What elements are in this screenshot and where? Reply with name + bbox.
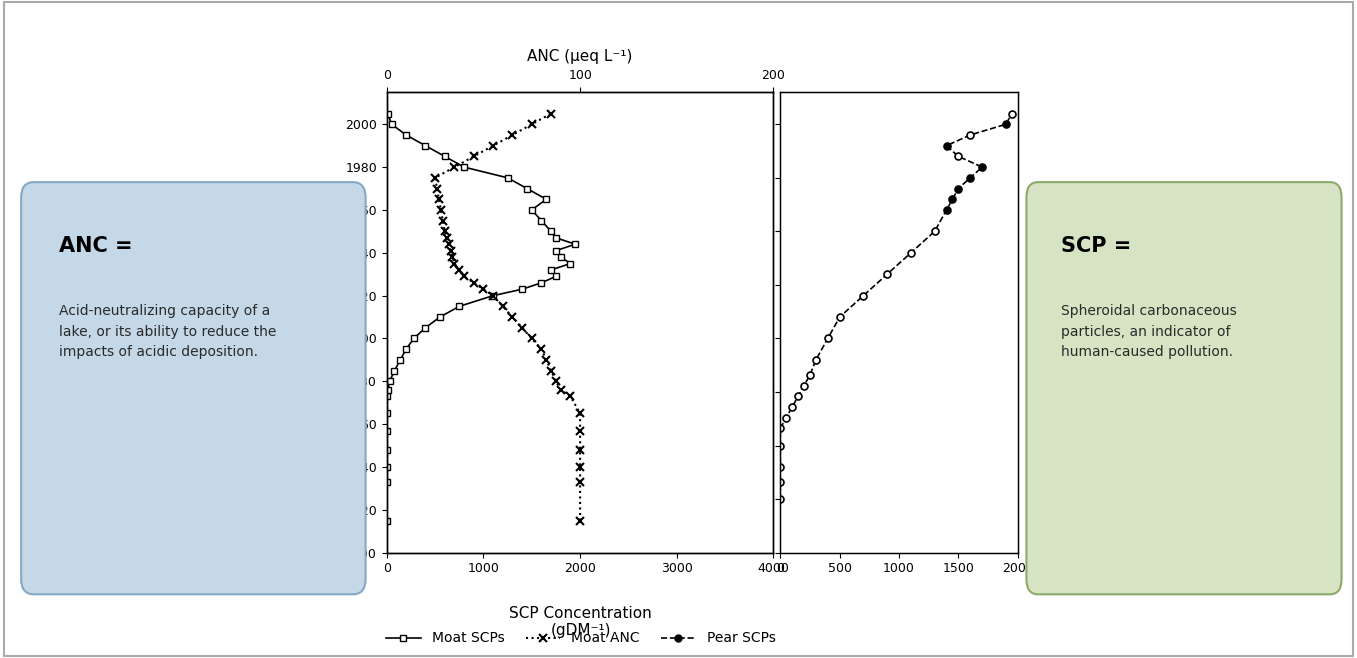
Moat SCPs: [539, 195, 555, 203]
Moat SCPs: [380, 386, 396, 394]
Moat ANC: [451, 266, 467, 274]
Moat SCPs: [387, 367, 403, 374]
Moat SCPs: [562, 259, 578, 267]
Moat SCPs: [418, 141, 434, 149]
Moat SCPs: [533, 216, 550, 224]
Text: SCP =: SCP =: [1061, 236, 1132, 255]
Moat ANC: [441, 240, 457, 248]
Moat SCPs: [437, 153, 453, 161]
Moat SCPs: [533, 279, 550, 287]
Moat SCPs: [384, 120, 400, 128]
Moat SCPs: [514, 286, 531, 293]
FancyBboxPatch shape: [22, 182, 365, 594]
Line: Moat SCPs: Moat SCPs: [384, 111, 578, 523]
Moat ANC: [446, 163, 463, 171]
Moat ANC: [562, 392, 578, 400]
Moat ANC: [505, 131, 521, 139]
Moat ANC: [444, 253, 460, 261]
Moat ANC: [573, 517, 589, 524]
Legend: Moat SCPs, Moat ANC, Pear SCPs: Moat SCPs, Moat ANC, Pear SCPs: [380, 626, 782, 651]
Moat ANC: [573, 478, 589, 486]
Y-axis label: Year: Year: [323, 306, 338, 339]
Moat SCPs: [552, 253, 569, 261]
Moat ANC: [514, 324, 531, 332]
Moat ANC: [465, 153, 482, 161]
Moat SCPs: [518, 185, 535, 193]
Moat SCPs: [379, 517, 395, 524]
Moat ANC: [430, 195, 446, 203]
Moat SCPs: [567, 240, 584, 248]
X-axis label: ANC (μeq L⁻¹): ANC (μeq L⁻¹): [528, 49, 632, 64]
Moat ANC: [437, 228, 453, 236]
Moat SCPs: [451, 303, 467, 311]
Moat SCPs: [379, 463, 395, 471]
Moat SCPs: [432, 313, 448, 321]
Moat ANC: [434, 216, 451, 224]
Moat ANC: [427, 174, 444, 182]
Moat ANC: [573, 426, 589, 434]
Moat ANC: [543, 110, 559, 118]
Moat ANC: [433, 206, 449, 214]
Moat ANC: [438, 234, 455, 241]
Moat SCPs: [380, 110, 396, 118]
Moat ANC: [429, 185, 445, 193]
Moat SCPs: [456, 163, 472, 171]
Text: Acid-neutralizing capacity of a
lake, or its ability to reduce the
impacts of ac: Acid-neutralizing capacity of a lake, or…: [60, 304, 277, 359]
Moat SCPs: [379, 392, 395, 400]
Moat SCPs: [379, 446, 395, 454]
Moat ANC: [505, 313, 521, 321]
Moat SCPs: [398, 131, 414, 139]
Moat SCPs: [548, 234, 565, 241]
Moat SCPs: [548, 272, 565, 280]
Moat SCPs: [392, 356, 408, 364]
Moat ANC: [442, 247, 459, 255]
Moat SCPs: [548, 247, 565, 255]
FancyBboxPatch shape: [1026, 182, 1342, 594]
Moat SCPs: [484, 291, 501, 299]
Moat ANC: [573, 463, 589, 471]
Moat ANC: [533, 345, 550, 353]
Moat ANC: [573, 409, 589, 417]
Moat SCPs: [543, 266, 559, 274]
Line: Moat ANC: Moat ANC: [432, 109, 585, 524]
Moat SCPs: [379, 426, 395, 434]
Moat SCPs: [543, 228, 559, 236]
Moat ANC: [524, 334, 540, 342]
Moat ANC: [484, 291, 501, 299]
Moat SCPs: [381, 378, 398, 386]
Text: SCP Concentration
(gDM⁻¹): SCP Concentration (gDM⁻¹): [509, 605, 653, 638]
Moat ANC: [475, 286, 491, 293]
Moat SCPs: [499, 174, 516, 182]
Text: ANC =: ANC =: [60, 236, 133, 255]
Text: Spheroidal carbonaceous
particles, an indicator of
human-caused pollution.: Spheroidal carbonaceous particles, an in…: [1061, 304, 1238, 359]
Moat ANC: [552, 386, 569, 394]
Moat ANC: [456, 272, 472, 280]
Moat ANC: [539, 356, 555, 364]
Moat ANC: [548, 378, 565, 386]
Moat SCPs: [398, 345, 414, 353]
Moat ANC: [484, 141, 501, 149]
Moat SCPs: [418, 324, 434, 332]
Moat SCPs: [406, 334, 422, 342]
Moat ANC: [465, 279, 482, 287]
Moat ANC: [573, 446, 589, 454]
Moat SCPs: [524, 206, 540, 214]
Moat ANC: [543, 367, 559, 374]
Moat ANC: [524, 120, 540, 128]
Moat SCPs: [379, 409, 395, 417]
Moat ANC: [494, 303, 510, 311]
Moat SCPs: [379, 478, 395, 486]
Moat ANC: [446, 259, 463, 267]
